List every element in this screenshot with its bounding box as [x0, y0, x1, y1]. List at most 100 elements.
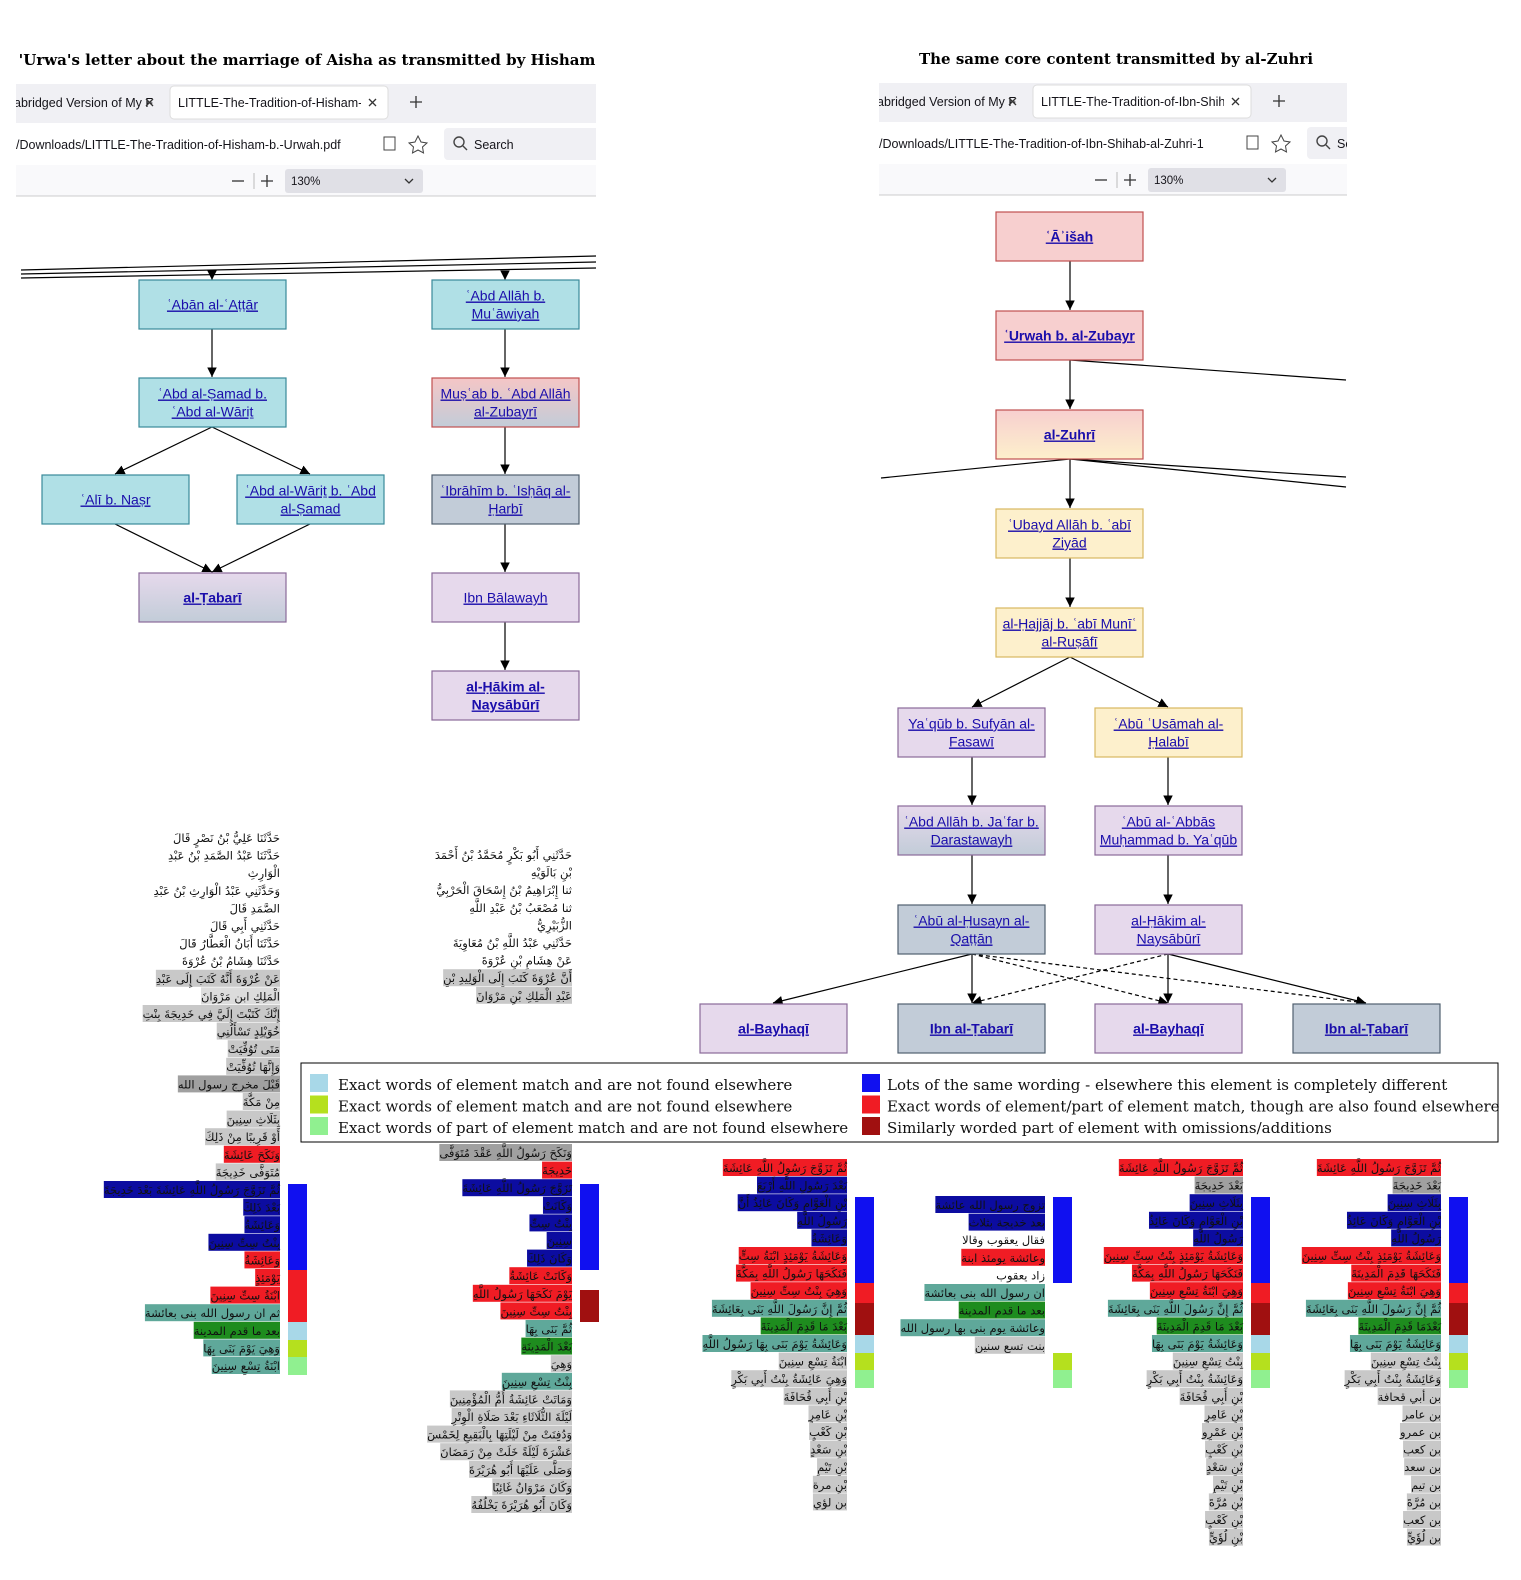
- node-label[interactable]: ʿAbū al-Ḥusayn al-: [914, 913, 1030, 929]
- new-tab[interactable]: [1273, 95, 1285, 107]
- node-label[interactable]: Muʿāwiyah: [472, 306, 540, 322]
- node-label[interactable]: Ziyād: [1052, 535, 1086, 551]
- node-label[interactable]: al-Ṣamad: [281, 501, 341, 517]
- highlight: [750, 1282, 847, 1300]
- star-icon[interactable]: [407, 134, 429, 154]
- color-bar: [1449, 1335, 1468, 1353]
- arabic-line: فقال يعقوب وقالا: [962, 1233, 1045, 1248]
- tab-close[interactable]: [1231, 97, 1240, 106]
- node: [1292, 1003, 1441, 1054]
- highlight: [1403, 1440, 1441, 1458]
- tab[interactable]: LITTLE-The-Tradition-of-Ibn-Shihab: [1041, 95, 1239, 109]
- node-label[interactable]: al-Ḥākim al-: [1131, 913, 1206, 929]
- node-label[interactable]: Ibn Bālawayh: [463, 590, 547, 606]
- highlight: [529, 1214, 572, 1232]
- highlight: [1344, 1370, 1441, 1388]
- node-label[interactable]: al-Ruṣāfī: [1041, 634, 1097, 650]
- node-label[interactable]: ʿAbū al-ʿAbbās: [1122, 814, 1215, 830]
- node-label[interactable]: Naysābūrī: [1137, 931, 1201, 947]
- node-label[interactable]: ʿAlī b. Naṣr: [80, 492, 150, 508]
- node: [431, 279, 580, 330]
- arabic-line: بن لُؤَيٍّ: [1407, 1528, 1441, 1546]
- node-label[interactable]: ʿAbū ʿUsāmah al-: [1114, 716, 1224, 732]
- node-label[interactable]: al-Ḥākim al-: [466, 679, 545, 695]
- zoom-select[interactable]: [1148, 168, 1286, 192]
- reader-icon[interactable]: [383, 136, 396, 151]
- reader-icon[interactable]: [1246, 135, 1259, 150]
- node-label[interactable]: Muḥammad b. Yaʿqūb: [1100, 832, 1237, 848]
- highlight: [817, 1458, 847, 1476]
- arabic-line: ثُمَّ إِنَّ رَسُولَ اللَّهِ بَنَى بِعَائ…: [712, 1298, 848, 1318]
- zoom-in[interactable]: [261, 175, 273, 187]
- node-label[interactable]: ʿAbd al-Wāriṯ: [172, 404, 255, 420]
- highlight: [1103, 1247, 1243, 1264]
- arabic-line: ثُمَّ تَزَوَّجَ رَسُولُ اللَّهِ عَائِشَة…: [104, 1179, 281, 1198]
- highlight: [546, 1232, 572, 1249]
- arabic-line: بَعْدَ خَدِيجَةَ: [1393, 1179, 1442, 1193]
- node-label[interactable]: Yaʿqūb b. Sufyān al-: [908, 716, 1035, 732]
- tab[interactable]: abridged Version of My F: [877, 95, 1016, 109]
- node-label[interactable]: Ḥalabī: [1148, 734, 1189, 750]
- arabic-line: بِنْتُ سِتِّ سِنِينَ: [500, 1304, 572, 1319]
- zoom-in[interactable]: [1124, 174, 1136, 186]
- arabic-line: وَدُفِنَتْ مِنْ لَيْلَتِهَا بِالْبَقِيعِ…: [427, 1426, 572, 1444]
- star-icon[interactable]: [1270, 133, 1292, 153]
- node-label[interactable]: Ibn al-Ṭabarī: [930, 1021, 1014, 1037]
- node-label[interactable]: ʿAbd al-Wāriṯ b. ʿAbd: [245, 483, 376, 499]
- url[interactable]: /Downloads/LITTLE-The-Tradition-of-Ibn-S…: [879, 137, 1204, 151]
- node-label[interactable]: Qaṭṭān: [950, 931, 992, 947]
- node-label[interactable]: Naysābūrī: [472, 697, 541, 713]
- arabic-line: بن أبي قحافة: [1378, 1389, 1441, 1405]
- highlight: [525, 1320, 572, 1337]
- arabic-line: إِنَّكَ كَتَبْتَ إِلَيَّ فِي خَدِيجَةَ ب…: [143, 1006, 281, 1023]
- arabic-line: بن تيم: [1411, 1478, 1441, 1493]
- node-label[interactable]: ʿAbd Allāh b. Jaʿfar b.: [904, 814, 1039, 830]
- arabic-line: الْمَلِكِ ابن مَرْوَانَ: [201, 988, 280, 1005]
- tab[interactable]: LITTLE-The-Tradition-of-Hisham-b.: [178, 96, 373, 110]
- node-label[interactable]: al-Zuhrī: [1044, 427, 1096, 443]
- highlight: [1179, 1387, 1243, 1405]
- highlight: [211, 1357, 280, 1374]
- node-label[interactable]: ʿAbd Allāh b.: [466, 288, 545, 304]
- browser-chrome: abridged Version of My F LITTLE-The-Tradi…: [14, 84, 644, 197]
- node-label[interactable]: al-Ḥajjāj b. ʿabī Munīʿ: [1003, 616, 1137, 632]
- arabic-line: بِنْتُ سِتِّ سِنِينَ: [208, 1236, 280, 1251]
- node-label[interactable]: Muṣʿab b. ʿAbd Allāh: [441, 386, 571, 402]
- color-bar: [1449, 1197, 1468, 1283]
- node-label[interactable]: ʿAbd al-Ṣamad b.: [158, 386, 267, 402]
- active-tab: [1032, 84, 1252, 119]
- node-label[interactable]: ʿĀʾišah: [1046, 229, 1093, 245]
- tab-close[interactable]: [368, 98, 377, 107]
- node-label[interactable]: al-Ṭabarī: [183, 590, 242, 606]
- highlight: [1146, 1370, 1243, 1388]
- highlight: [974, 1336, 1045, 1354]
- tab-close[interactable]: [1008, 97, 1017, 106]
- search-box[interactable]: [444, 128, 644, 160]
- arabic-line: وَعَائِشَةُ يَوْمَئِذٍ بِنْتُ سِتِّ سِنِ…: [1302, 1249, 1441, 1264]
- node-label[interactable]: ʿUbayd Allāh b. ʿabī: [1008, 517, 1131, 533]
- node-label[interactable]: ʿAbān al-ʿAṭṭār: [167, 297, 258, 313]
- node: [995, 607, 1144, 658]
- arabic-line: وَهِيَ ابْنَةُ تِسْعِ سِنِينَ: [1150, 1284, 1243, 1300]
- arabic-line: أَوْ قَرِيبًا مِنْ ذَلِكَ: [205, 1127, 280, 1146]
- node-label[interactable]: al-Bayhaqī: [738, 1021, 810, 1037]
- tab-close[interactable]: [145, 98, 154, 107]
- highlight: [900, 1319, 1045, 1337]
- url[interactable]: /Downloads/LITTLE-The-Tradition-of-Hisha…: [16, 138, 341, 152]
- node-label[interactable]: ʿIbrāhīm b. ʿIsḥāq al-: [441, 483, 571, 499]
- node-label[interactable]: Darastawayh: [931, 832, 1013, 848]
- arabic-line: بْنِ سَعْدٍ: [1206, 1460, 1243, 1476]
- node-label[interactable]: al-Zubayrī: [474, 404, 537, 420]
- node-label[interactable]: al-Bayhaqī: [1133, 1021, 1205, 1037]
- node-label[interactable]: Ibn al-Ṭabarī: [1325, 1021, 1409, 1037]
- zoom-select[interactable]: [285, 169, 423, 193]
- node: [995, 211, 1144, 262]
- edge: [772, 953, 973, 1006]
- node-label[interactable]: Ḥarbī: [488, 501, 522, 517]
- tab[interactable]: abridged Version of My F: [14, 96, 153, 110]
- node-label[interactable]: ʿUrwah b. al-Zubayr: [1004, 328, 1135, 344]
- node: [431, 474, 580, 525]
- new-tab[interactable]: [410, 96, 422, 108]
- node-label[interactable]: Fasawī: [949, 734, 994, 750]
